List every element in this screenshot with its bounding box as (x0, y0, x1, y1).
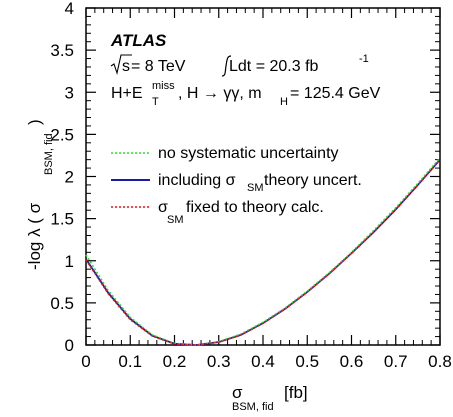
legend-label-no-syst: no systematic uncertainty (158, 145, 339, 162)
curves (85, 157, 441, 346)
x-tick-label: 0.7 (384, 352, 408, 371)
y-tick-label: 1 (65, 252, 74, 271)
x-tick-label: 0.8 (428, 352, 452, 371)
curve-fixed-theory (85, 159, 441, 346)
y-tick-label: 0 (65, 336, 74, 355)
x-tick-label: 0.5 (295, 352, 319, 371)
x-tick-label: 0.3 (207, 352, 231, 371)
legend-label-including-rest: theory uncert. (264, 172, 362, 189)
x-axis-label: σ BSM, fid [fb] (232, 383, 308, 413)
legend: no systematic uncertainty including σ SM… (111, 145, 362, 226)
y-axis-label-close: ) (25, 119, 44, 125)
x-axis-label-unit: [fb] (284, 383, 308, 402)
channel-a-sup: miss (152, 80, 175, 92)
channel-a: H+E (111, 85, 143, 102)
channel-a-sub: T (152, 96, 159, 108)
y-tick-label: 0.5 (50, 294, 74, 313)
energy-text: = 8 TeV (131, 58, 186, 75)
legend-label-including: including σ (158, 172, 236, 189)
x-axis-label-main: σ (232, 383, 243, 402)
integral-sign (221, 55, 232, 77)
sqrt-s: s (122, 58, 130, 75)
y-axis-label-sub: BSM, fid (43, 133, 55, 175)
legend-label-including-sub: SM (247, 182, 264, 194)
y-axis-label-main: -log λ ( σ (25, 202, 44, 270)
y-tick-label: 2 (65, 168, 74, 187)
channel-b: , H → γγ, m (178, 85, 262, 102)
legend-label-fixed-rest: fixed to theory calc. (186, 199, 324, 216)
lumi-sup: -1 (359, 53, 369, 65)
y-tick-label: 3.5 (50, 41, 74, 60)
legend-label-fixed: σ (158, 199, 168, 216)
channel-b-sub: H (280, 96, 288, 108)
energy-lumi-annotation: s = 8 TeV Ldt = 20.3 fb -1 (110, 53, 369, 77)
y-tick-label: 4 (65, 0, 74, 18)
lumi-text: Ldt = 20.3 fb (229, 58, 319, 75)
y-axis-label: -log λ ( σ BSM, fid ) (25, 119, 55, 270)
x-axis-label-sub: BSM, fid (232, 401, 274, 413)
y-tick-label: 1.5 (50, 210, 74, 229)
curve-no-systematic (85, 157, 441, 346)
sqrt-sign (110, 54, 132, 76)
x-tick-label: 0.4 (251, 352, 275, 371)
axis-ticks (85, 7, 441, 346)
x-tick-label: 0 (81, 352, 90, 371)
channel-c: = 125.4 GeV (290, 85, 381, 102)
x-tick-label: 0.2 (163, 352, 187, 371)
channel-annotation: H+E miss T , H → γγ, m H = 125.4 GeV (111, 80, 381, 108)
experiment-label: ATLAS (110, 31, 167, 50)
x-tick-label: 0.1 (118, 352, 142, 371)
y-tick-label: 3 (65, 83, 74, 102)
legend-label-fixed-sub: SM (167, 214, 184, 226)
y-tick-label: 2.5 (50, 125, 74, 144)
tick-labels: 0 0.1 0.2 0.3 0.4 0.5 0.6 0.7 0.8 0 0.5 1 1.5 2 2.5 3 3.… (50, 0, 451, 371)
x-tick-label: 0.6 (340, 352, 364, 371)
